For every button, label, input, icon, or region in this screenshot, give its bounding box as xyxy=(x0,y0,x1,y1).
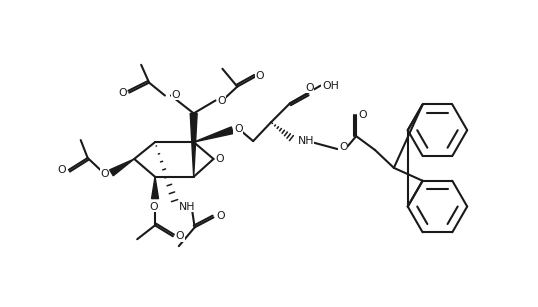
Text: O: O xyxy=(359,110,367,120)
Text: OH: OH xyxy=(322,81,339,91)
Text: O: O xyxy=(339,142,348,152)
Text: O: O xyxy=(216,212,225,221)
Polygon shape xyxy=(190,113,197,177)
Text: O: O xyxy=(306,83,314,93)
Text: O: O xyxy=(215,154,224,164)
Text: NH: NH xyxy=(179,201,195,212)
Polygon shape xyxy=(152,177,159,199)
Text: O: O xyxy=(217,96,226,107)
Text: O: O xyxy=(100,169,109,179)
Text: O: O xyxy=(58,165,66,175)
Text: O: O xyxy=(118,87,126,98)
Polygon shape xyxy=(194,127,233,142)
Text: O: O xyxy=(172,90,180,99)
Text: O: O xyxy=(175,231,184,241)
Text: O: O xyxy=(256,71,264,81)
Text: O: O xyxy=(150,201,158,212)
Text: NH: NH xyxy=(298,136,314,146)
Polygon shape xyxy=(110,159,134,176)
Text: O: O xyxy=(234,124,243,134)
